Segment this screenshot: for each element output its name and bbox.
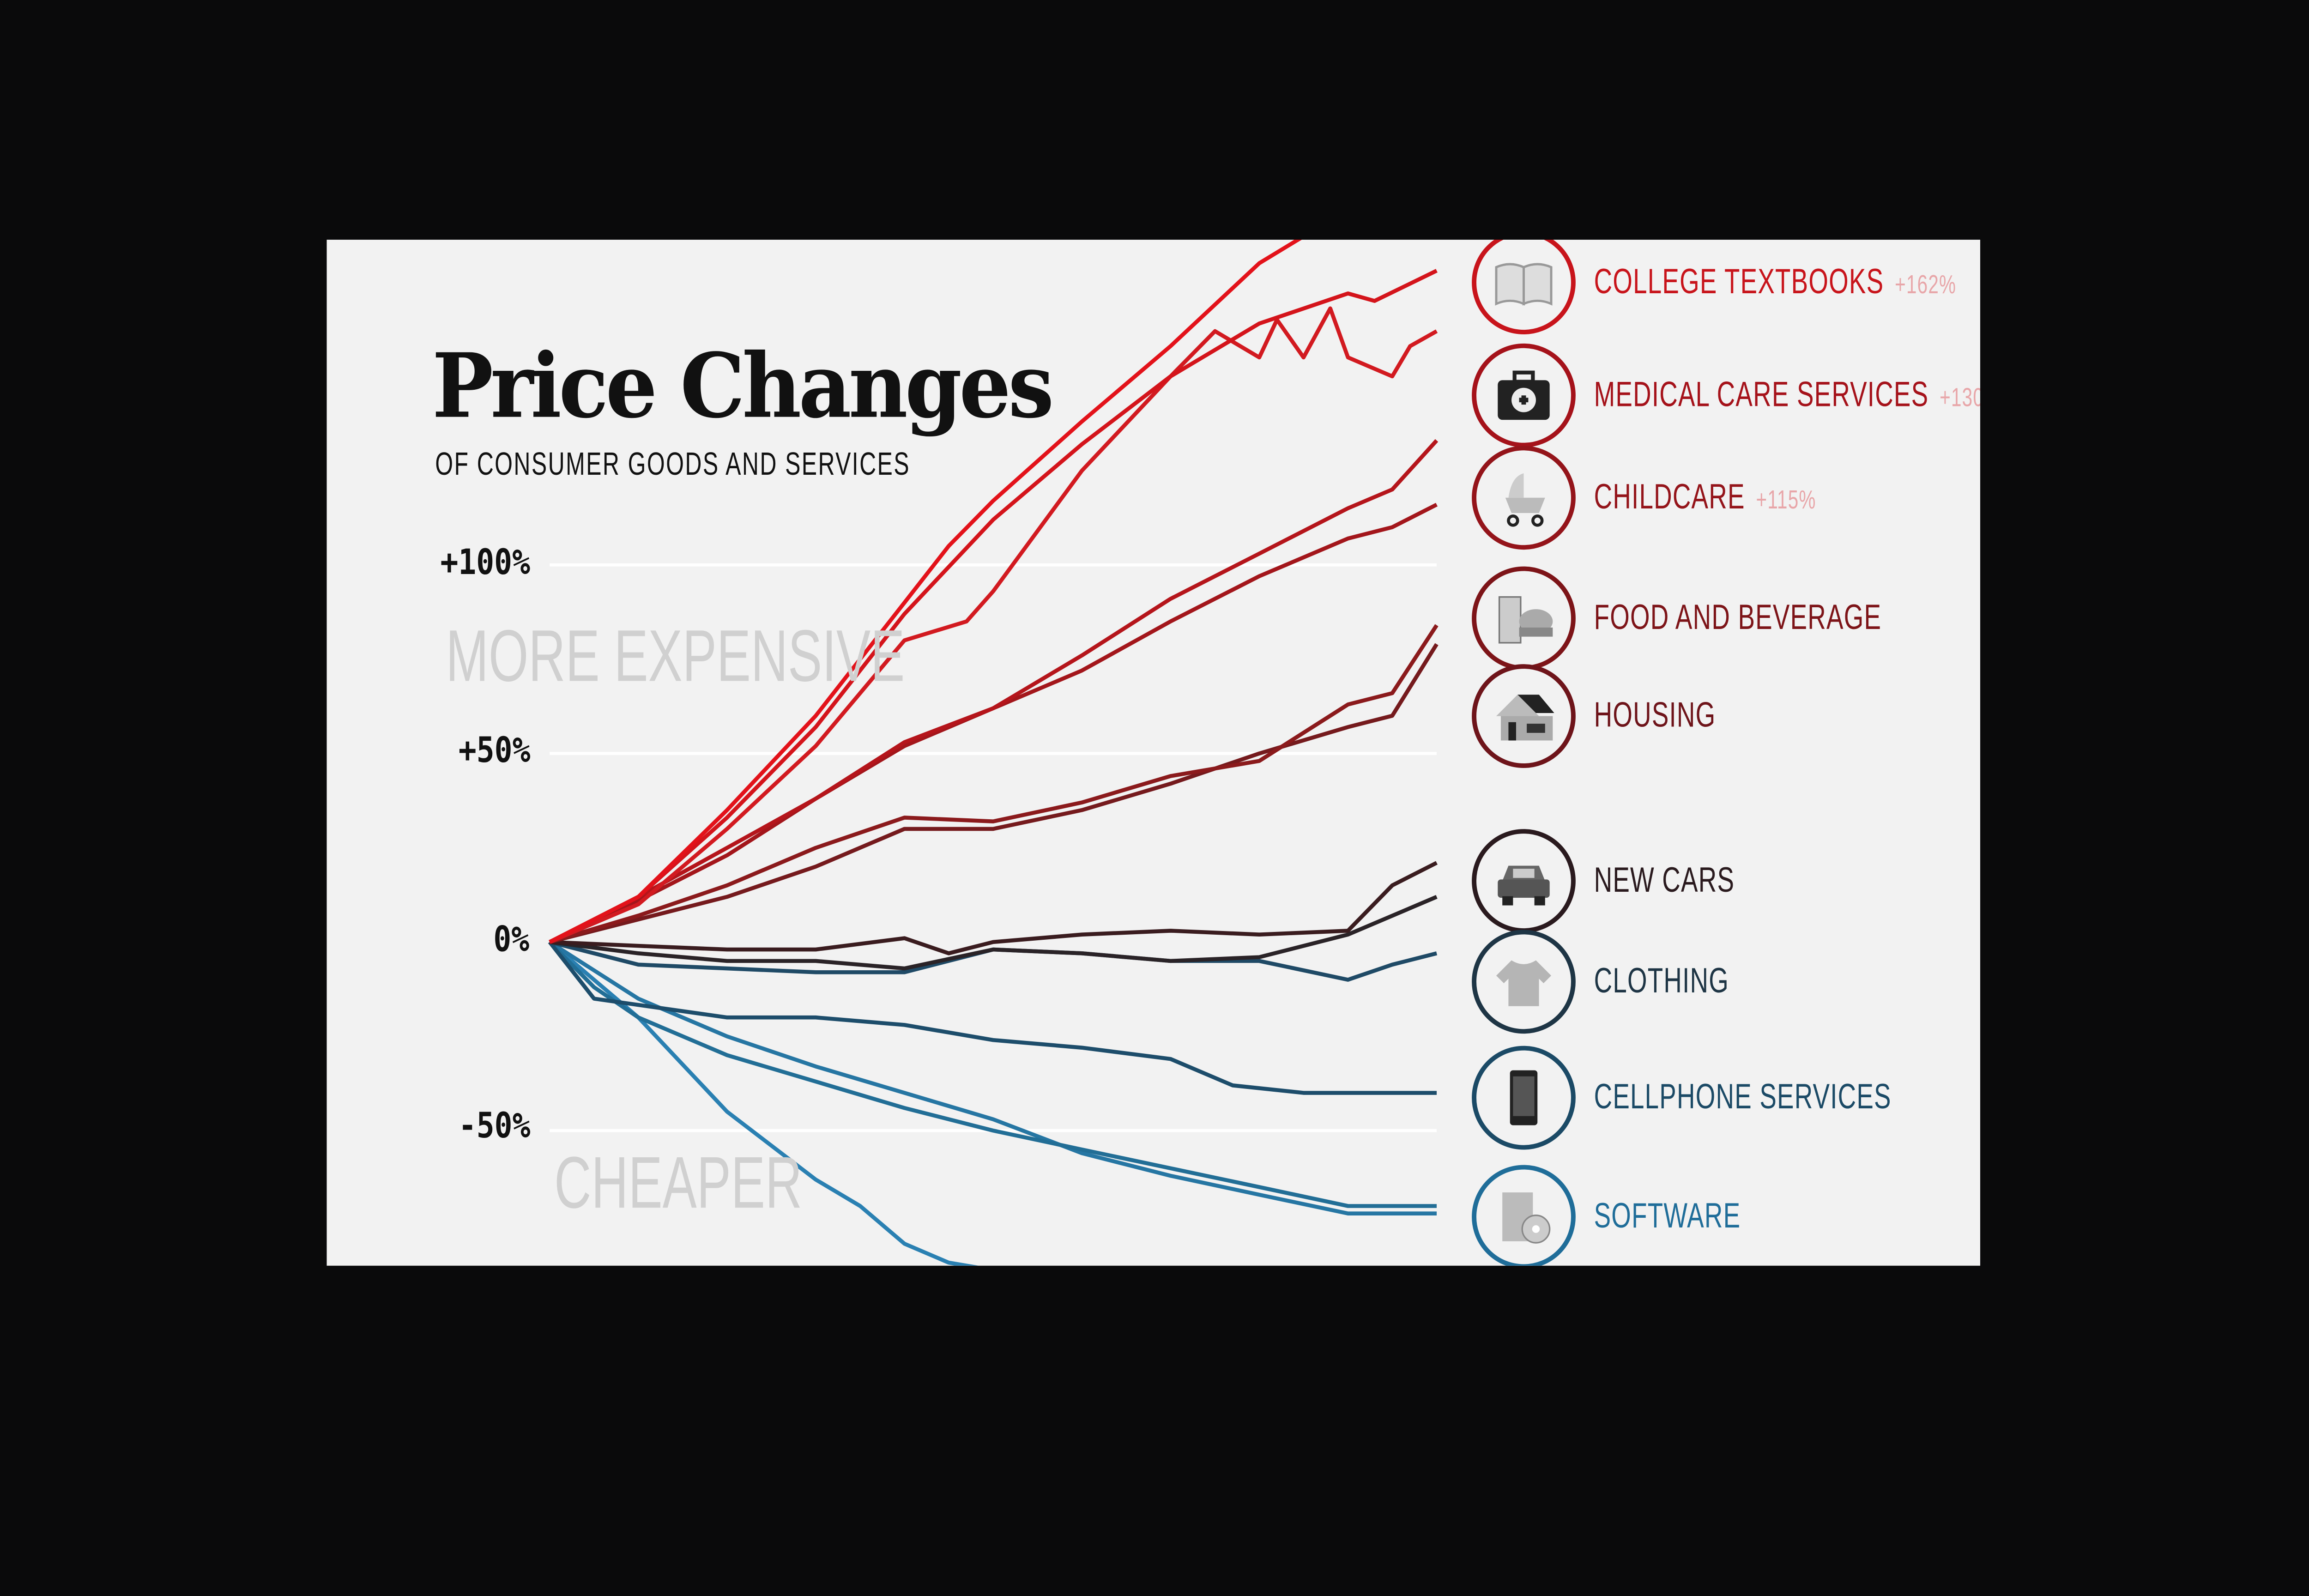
category-icon-badge bbox=[1472, 343, 1576, 447]
category-icon-badge bbox=[1472, 1046, 1576, 1150]
y-tick-label: -50% bbox=[458, 1106, 530, 1147]
category-name: FOOD AND BEVERAGE bbox=[1594, 597, 1882, 637]
chart-title: Price Changes bbox=[432, 334, 1054, 438]
series-line-new-cars bbox=[550, 861, 1438, 955]
category-label: HOUSING bbox=[1594, 695, 1716, 736]
series-line-new-cars-alt bbox=[549, 895, 1438, 971]
category-name: CELLPHONE SERVICES bbox=[1594, 1076, 1892, 1116]
category-icon-badge bbox=[1472, 446, 1576, 550]
category-label: CLOTHING bbox=[1594, 961, 1729, 1002]
shirt-icon bbox=[1496, 960, 1552, 1006]
house-icon bbox=[1496, 695, 1554, 741]
category-label: COLLEGE TEXTBOOKS +162% bbox=[1594, 261, 1957, 302]
series-line-cellphone-services bbox=[548, 941, 1437, 1095]
category-name: NEW CARS bbox=[1594, 859, 1735, 900]
y-tick-label: +100% bbox=[440, 543, 530, 583]
category-percent-change: +162% bbox=[1895, 270, 1957, 299]
medical-kit-icon bbox=[1498, 370, 1550, 420]
category-label: NEW CARS bbox=[1594, 859, 1735, 901]
series-line-college-textbooks bbox=[549, 240, 1302, 944]
category-label: MEDICAL CARE SERVICES +130% bbox=[1594, 374, 1980, 415]
category-icon-badge bbox=[1472, 930, 1576, 1034]
category-label: CHILDCARE +115% bbox=[1594, 477, 1816, 518]
category-label: SOFTWARE bbox=[1594, 1196, 1741, 1237]
car-icon bbox=[1498, 865, 1550, 906]
category-name: SOFTWARE bbox=[1594, 1195, 1741, 1235]
y-tick-label: 0% bbox=[494, 920, 530, 961]
category-name: MEDICAL CARE SERVICES bbox=[1594, 374, 1929, 414]
category-icon-badge bbox=[1472, 1165, 1576, 1266]
series-line-software bbox=[548, 940, 1437, 1208]
category-name: CLOTHING bbox=[1594, 960, 1729, 1000]
phone-icon bbox=[1510, 1070, 1538, 1125]
category-label: CELLPHONE SERVICES bbox=[1594, 1076, 1892, 1118]
category-name: CHILDCARE bbox=[1594, 476, 1745, 516]
series-line-software-alt bbox=[548, 940, 1437, 1216]
series-line-childcare-alt bbox=[549, 502, 1438, 944]
category-icon-badge bbox=[1472, 829, 1576, 933]
series-line-other-off-scale bbox=[548, 940, 979, 1266]
series-line-medical-care-services-alt bbox=[549, 306, 1438, 944]
category-label: FOOD AND BEVERAGE bbox=[1594, 597, 1882, 638]
category-icon-badge bbox=[1472, 240, 1576, 335]
zone-label-more-expensive: MORE EXPENSIVE bbox=[446, 617, 905, 698]
series-line-housing bbox=[549, 643, 1439, 944]
chart-subtitle: OF CONSUMER GOODS AND SERVICES bbox=[435, 447, 911, 483]
series-line-food-and-beverage bbox=[549, 624, 1439, 944]
stroller-icon bbox=[1505, 473, 1545, 527]
book-icon bbox=[1495, 263, 1553, 306]
zone-label-cheaper: CHEAPER bbox=[554, 1143, 803, 1225]
category-name: COLLEGE TEXTBOOKS bbox=[1594, 261, 1884, 301]
category-icon-badge bbox=[1472, 566, 1576, 671]
series-line-medical-care-services bbox=[549, 269, 1438, 944]
infographic-panel: Price Changes OF CONSUMER GOODS AND SERV… bbox=[326, 240, 1981, 1266]
series-line-childcare bbox=[549, 439, 1439, 944]
category-icon-badge bbox=[1472, 664, 1576, 768]
category-percent-change: +130% bbox=[1940, 383, 1980, 412]
food-icon bbox=[1498, 596, 1553, 644]
category-percent-change: +115% bbox=[1756, 485, 1816, 515]
software-icon bbox=[1502, 1192, 1551, 1244]
y-tick-label: +50% bbox=[458, 731, 530, 771]
category-name: HOUSING bbox=[1594, 695, 1716, 735]
line-chart bbox=[548, 240, 1439, 1266]
